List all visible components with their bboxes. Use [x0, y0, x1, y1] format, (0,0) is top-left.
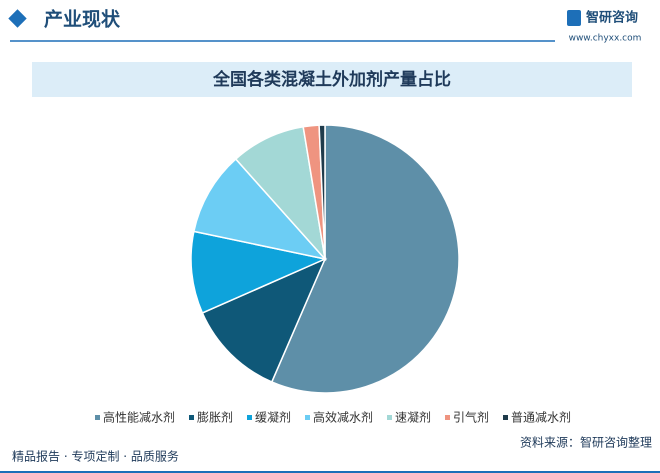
header-icon: [8, 9, 27, 28]
legend-label: 高性能减水剂: [103, 410, 175, 425]
pie-slice: [190, 230, 328, 314]
legend: 高性能减水剂 膨胀剂 缓凝剂 高效减水剂 速凝剂 引气剂 普通减水剂: [95, 410, 571, 425]
legend-label: 引气剂: [453, 410, 489, 425]
pie-slice: [201, 257, 327, 383]
legend-swatch: [503, 415, 508, 420]
brand-logo: [567, 10, 581, 26]
brand-url: www.chyxx.com: [569, 34, 642, 44]
footer-slogan: 精品报告 · 专项定制 · 品质服务: [12, 449, 179, 464]
pie: [190, 124, 460, 394]
legend-label: 高效减水剂: [313, 410, 373, 425]
legend-swatch: [95, 415, 100, 420]
header-title: 产业现状: [44, 8, 121, 31]
legend-swatch: [189, 415, 194, 420]
legend-swatch: [247, 415, 252, 420]
legend-swatch: [445, 415, 450, 420]
chart-title: 全国各类混凝土外加剂产量占比: [212, 69, 451, 90]
legend-swatch: [387, 415, 392, 420]
title-band: [32, 62, 632, 97]
footer-source: 资料来源：智研咨询整理: [520, 435, 652, 450]
legend-swatch: [305, 415, 310, 420]
pie-slice: [192, 157, 328, 261]
legend-label: 缓凝剂: [255, 410, 291, 425]
brand-name: 智研咨询: [586, 10, 638, 26]
legend-label: 速凝剂: [395, 410, 431, 425]
pie-slice: [318, 124, 326, 260]
legend-label: 膨胀剂: [197, 410, 233, 425]
legend-label: 普通减水剂: [511, 410, 571, 425]
pie-slice: [270, 124, 460, 394]
